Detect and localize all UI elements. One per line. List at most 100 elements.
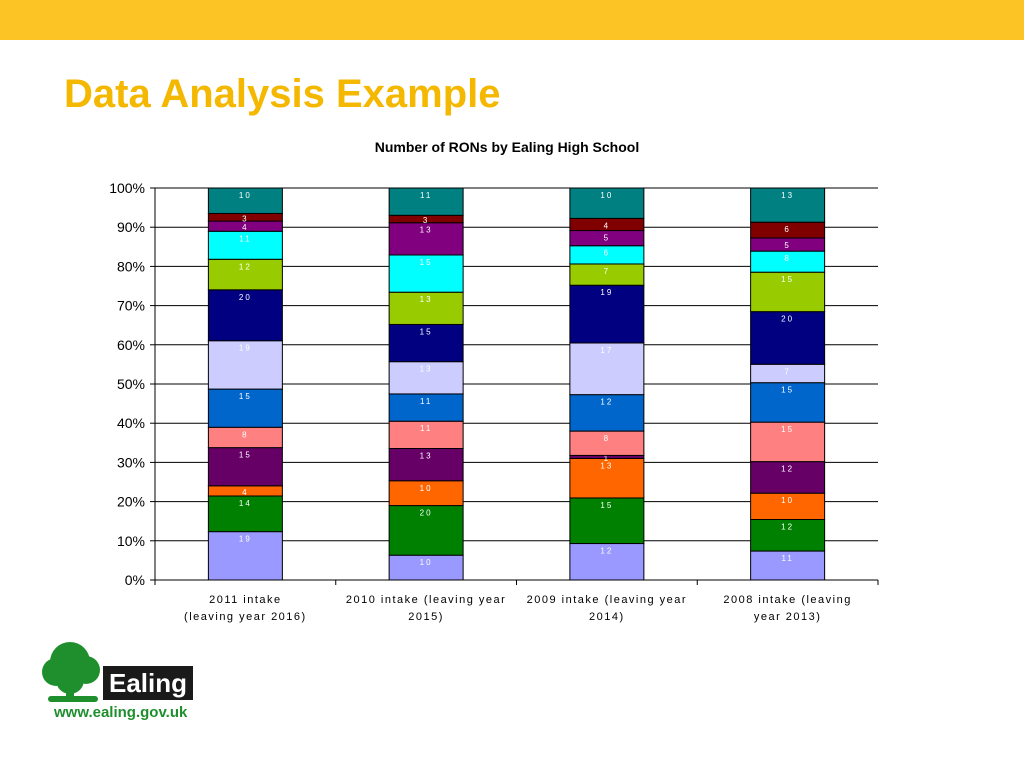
- bar-segment: [388, 222, 464, 256]
- data-label: 13: [600, 461, 613, 470]
- bar-segment: [388, 361, 464, 395]
- data-label: 11: [420, 424, 432, 433]
- data-label: 13: [420, 452, 433, 461]
- bar-segment: [388, 554, 464, 581]
- y-tick-label: 10%: [117, 533, 145, 549]
- data-label: 12: [781, 522, 794, 531]
- y-tick-label: 20%: [117, 494, 145, 510]
- data-label: 15: [239, 392, 252, 401]
- data-label: 15: [420, 258, 433, 267]
- data-label: 6: [604, 249, 610, 258]
- y-tick-label: 40%: [117, 415, 145, 431]
- data-label: 8: [604, 434, 610, 443]
- data-label: 19: [239, 535, 252, 544]
- data-label: 5: [784, 241, 790, 250]
- tree-icon: [42, 642, 100, 702]
- bar-segment: [750, 382, 826, 423]
- bar-segment: [569, 342, 645, 396]
- y-tick-label: 70%: [117, 298, 145, 314]
- website-link[interactable]: www.ealing.gov.uk: [54, 704, 188, 721]
- x-tick-label: 2011 intake: [209, 594, 282, 606]
- data-label: 19: [239, 344, 252, 353]
- data-label: 13: [420, 365, 433, 374]
- data-label: 17: [600, 346, 613, 355]
- data-label: 10: [420, 484, 433, 493]
- y-tick-label: 100%: [109, 180, 145, 196]
- y-tick-label: 90%: [117, 219, 145, 235]
- bar-segment: [750, 461, 826, 494]
- bar-segment: [750, 492, 826, 520]
- data-label: 8: [242, 430, 248, 439]
- data-label: 14: [239, 499, 252, 508]
- bar-segment: [750, 187, 826, 223]
- bar-segment: [750, 550, 826, 581]
- bar-segment: [750, 311, 826, 365]
- data-label: 10: [600, 191, 613, 200]
- data-label: 5: [604, 234, 610, 243]
- data-label: 13: [420, 226, 433, 235]
- bar-segment: [207, 289, 283, 342]
- ealing-logo: [40, 636, 210, 726]
- bar-segment: [388, 393, 464, 422]
- slide-title: Data Analysis Example: [64, 72, 501, 116]
- y-tick-label: 30%: [117, 454, 145, 470]
- data-label: 19: [600, 288, 613, 297]
- data-label: 10: [420, 558, 433, 567]
- bar-segment: [207, 340, 283, 390]
- data-label: 4: [242, 488, 248, 497]
- bar-segment: [569, 284, 645, 344]
- x-tick-label: (leaving year 2016): [184, 611, 307, 623]
- bar-segment: [388, 480, 464, 507]
- data-label: 11: [420, 191, 432, 200]
- data-label: 15: [781, 425, 794, 434]
- y-tick-label: 0%: [125, 572, 145, 588]
- data-label: 15: [239, 451, 252, 460]
- bar-segment: [388, 448, 464, 482]
- data-label: 10: [781, 496, 794, 505]
- bar-segment: [207, 230, 283, 260]
- bar-segment: [569, 543, 645, 581]
- data-label: 4: [604, 221, 610, 230]
- y-tick-label: 60%: [117, 337, 145, 353]
- bar-segment: [750, 421, 826, 463]
- x-tick-label: 2014): [589, 611, 625, 623]
- x-tick-label: 2008 intake (leaving: [723, 594, 851, 606]
- data-label: 20: [239, 293, 252, 302]
- bar-segment: [207, 388, 283, 428]
- data-label: 11: [239, 234, 251, 243]
- y-tick-label: 50%: [117, 376, 145, 392]
- data-label: 1: [604, 454, 610, 463]
- data-label: 15: [781, 275, 794, 284]
- bar-segment: [207, 258, 283, 291]
- bar-segment: [569, 187, 645, 219]
- top-accent-bar: [0, 0, 1024, 40]
- data-label: 15: [781, 386, 794, 395]
- data-label: 12: [600, 547, 613, 556]
- bar-segment: [569, 457, 645, 499]
- data-label: 3: [242, 214, 248, 223]
- data-label: 20: [781, 315, 794, 324]
- bar-segment: [207, 447, 283, 487]
- bar-segment: [388, 187, 464, 216]
- data-label: 6: [784, 225, 790, 234]
- data-label: 13: [420, 295, 433, 304]
- bar-segment: [207, 187, 283, 214]
- data-label: 12: [600, 398, 613, 407]
- data-label: 7: [784, 367, 790, 376]
- data-label: 11: [781, 554, 793, 563]
- data-label: 7: [604, 267, 610, 276]
- x-tick-label: 2009 intake (leaving year: [527, 594, 687, 606]
- bar-segment: [207, 495, 283, 533]
- data-label: 12: [239, 262, 252, 271]
- data-label: 3: [423, 216, 429, 225]
- data-label: 15: [420, 327, 433, 336]
- data-label: 15: [600, 501, 613, 510]
- bar-segment: [750, 518, 826, 552]
- data-label: 12: [781, 465, 794, 474]
- bar-segment: [388, 254, 464, 293]
- data-label: 10: [239, 191, 252, 200]
- x-tick-label: 2015): [408, 611, 444, 623]
- data-label: 20: [420, 509, 433, 518]
- chart-title: Number of RONs by Ealing High School: [375, 139, 639, 155]
